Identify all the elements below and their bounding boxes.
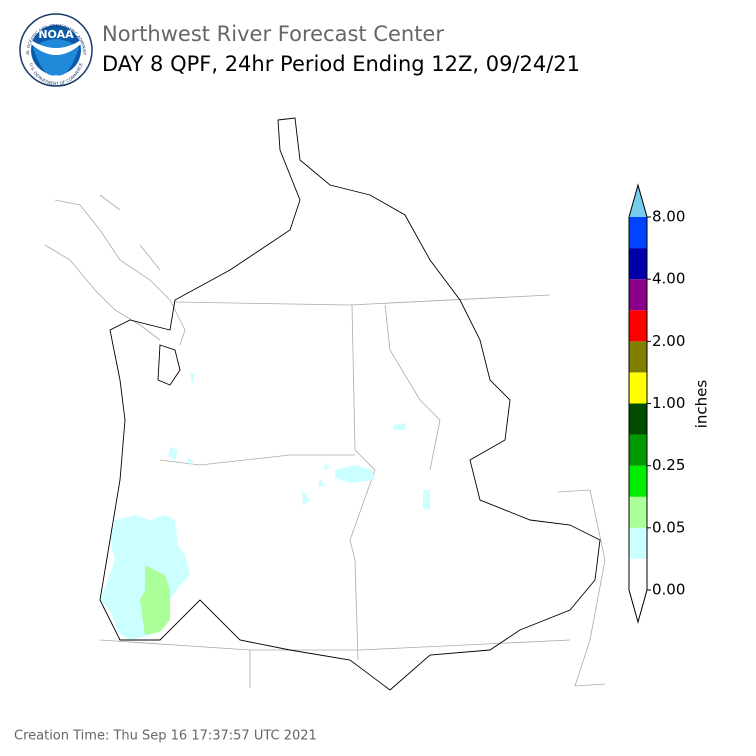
colorbar-bin (629, 372, 647, 404)
colorbar-tick-label: 0.05 (652, 518, 685, 536)
puget-sound (157, 344, 181, 386)
colorbar-tick-label: 2.00 (652, 332, 685, 350)
precip-area (140, 565, 170, 635)
colorbar-bin (629, 465, 647, 497)
colorbar-tick-label: 8.00 (652, 208, 685, 226)
colorbar-bin (629, 217, 647, 249)
map (44, 117, 606, 691)
colorbar-under (629, 590, 647, 622)
logo-text: NOAA (38, 28, 74, 41)
creation-time: Creation Time: Thu Sep 16 17:37:57 UTC 2… (14, 729, 317, 744)
colorbar-bin (629, 527, 647, 559)
colorbar-bin (629, 558, 647, 590)
colorbar-bin (629, 341, 647, 373)
colorbar-over (629, 185, 647, 217)
colorbar-label: inches (693, 380, 711, 429)
colorbar: 0.00 0.05 0.25 1.00 2.00 4.00 8.00 inches (628, 183, 711, 624)
colorbar-bin (629, 403, 647, 435)
title: Northwest River Forecast Center (102, 22, 444, 46)
colorbar-bin (629, 310, 647, 342)
colorbar-bin (629, 248, 647, 280)
state-lines (99, 294, 606, 688)
subtitle: DAY 8 QPF, 24hr Period Ending 12Z, 09/24… (102, 52, 580, 76)
colorbar-tick-label: 0.00 (652, 581, 685, 599)
colorbar-bin (629, 434, 647, 466)
basin-outline (99, 117, 601, 691)
colorbar-tick-label: 1.00 (652, 394, 685, 412)
colorbar-bin (629, 279, 647, 311)
precip-area (168, 372, 430, 510)
colorbar-bin (629, 496, 647, 528)
canada-coast (44, 194, 186, 346)
logo: NOAA NATIONAL OCEANIC AND ATMOSPHERIC AD… (0, 0, 93, 87)
colorbar-tick-label: 4.00 (652, 270, 685, 288)
colorbar-tick-label: 0.25 (652, 456, 685, 474)
